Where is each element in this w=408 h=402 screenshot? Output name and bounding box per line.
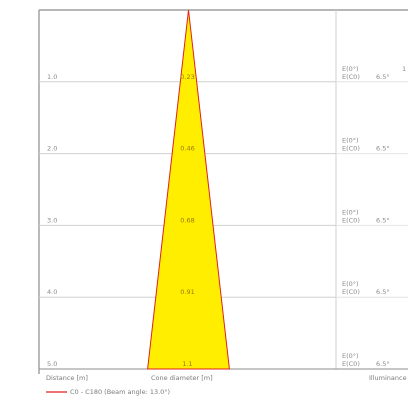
e0-label: E(0°) <box>342 352 359 360</box>
diameter-value-label: 0.23 <box>180 73 194 81</box>
ec0-label: E(C0) <box>342 288 360 296</box>
distance-tick-label: 4.0 <box>47 288 57 296</box>
illuminance-axis-label: Illuminance <box>369 374 407 382</box>
ec0-label: E(C0) <box>342 73 360 81</box>
diameter-axis-label: Cone diameter [m] <box>151 374 213 382</box>
ec0-label: E(C0) <box>342 216 360 224</box>
distance-tick-label: 1.0 <box>47 73 57 81</box>
row-labels: 1.0 0.23E(0°)E(C0) 6.5°12.0 0.46E(0°)E(C0) 6… <box>47 65 406 368</box>
grid-lines <box>39 81 408 298</box>
angle-label: 6.5° <box>376 73 390 81</box>
e0-label: E(0°) <box>342 208 359 216</box>
angle-label: 6.5° <box>376 288 390 296</box>
distance-axis-label: Distance [m] <box>46 374 88 382</box>
illuminance-value-label: 1 <box>402 65 406 73</box>
diameter-value-label: 0.68 <box>180 216 194 224</box>
e0-label: E(0°) <box>342 137 359 145</box>
angle-label: 6.5° <box>376 216 390 224</box>
e0-label: E(0°) <box>342 280 359 288</box>
ec0-label: E(C0) <box>342 360 360 368</box>
angle-label: 6.5° <box>376 360 390 368</box>
distance-tick-label: 3.0 <box>47 216 57 224</box>
diameter-value-label: 0.46 <box>180 145 194 153</box>
beam-cone <box>147 9 230 370</box>
legend-label: C0 - C180 (Beam angle: 13.0°) <box>70 388 170 396</box>
distance-tick-label: 5.0 <box>47 360 57 368</box>
ec0-label: E(C0) <box>342 145 360 153</box>
diameter-value-label: 0.91 <box>180 288 194 296</box>
distance-tick-label: 2.0 <box>47 145 57 153</box>
diameter-value-label: 1.1 <box>182 360 192 368</box>
angle-label: 6.5° <box>376 145 390 153</box>
e0-label: E(0°) <box>342 65 359 73</box>
